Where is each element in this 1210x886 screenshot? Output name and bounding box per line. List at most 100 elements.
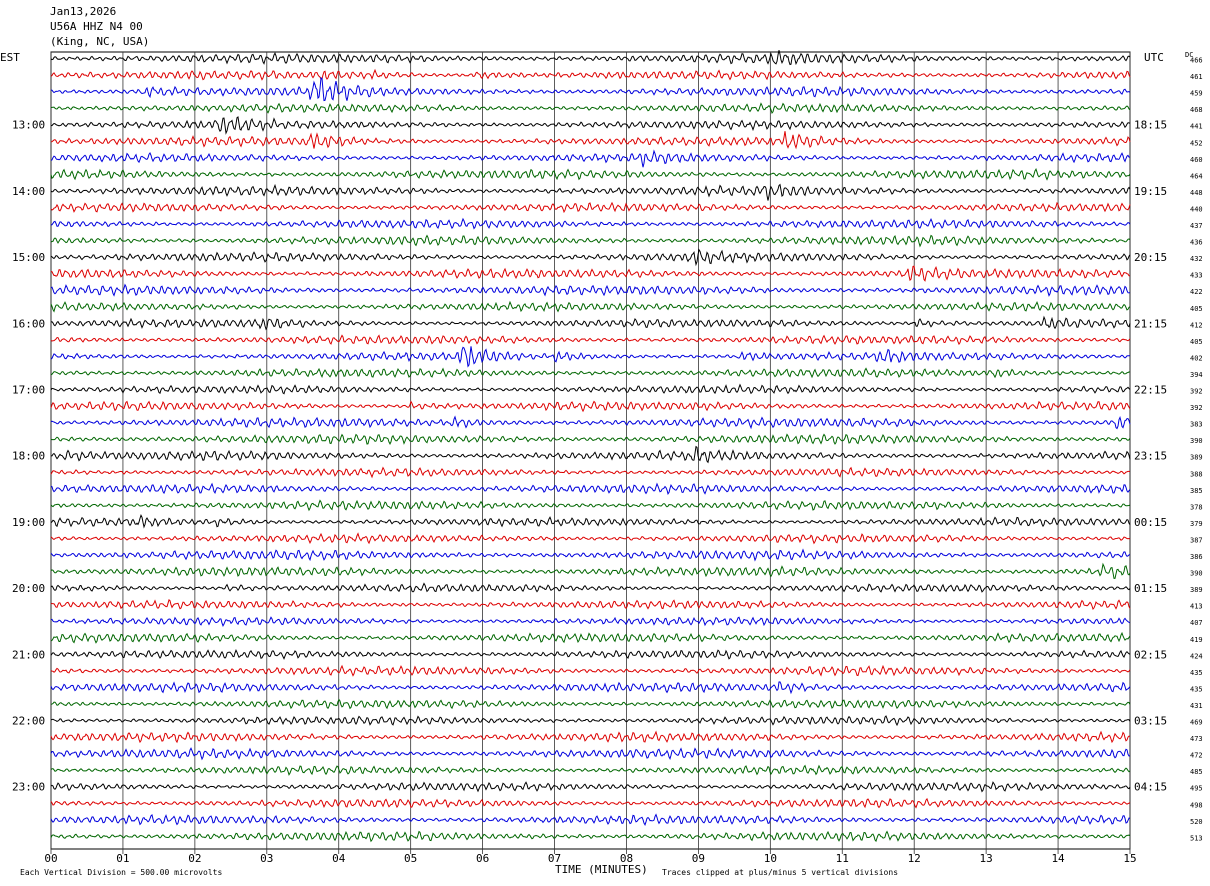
right-hour-label: 04:15 bbox=[1134, 781, 1167, 794]
trace-line bbox=[50, 747, 1131, 761]
dc-offset-label: 407 bbox=[1190, 619, 1203, 627]
header-location: (King, NC, USA) bbox=[50, 35, 150, 48]
trace-line bbox=[50, 562, 1131, 579]
dc-offset-label: 513 bbox=[1190, 834, 1203, 842]
trace-line bbox=[50, 248, 1131, 267]
dc-offset-label: 389 bbox=[1190, 454, 1203, 462]
left-hour-label: 16:00 bbox=[12, 317, 45, 330]
trace-line bbox=[50, 346, 1131, 368]
trace-line bbox=[50, 183, 1131, 201]
axis-labels: 00 01 02 03 04 05 06 07 08 09 10 11 12 13 14 15 466 461 45… bbox=[12, 57, 1203, 866]
x-tick-label: 04 bbox=[332, 852, 346, 865]
plot-frame bbox=[50, 51, 1131, 850]
dc-offset-label: 520 bbox=[1190, 818, 1203, 826]
x-tick-label: 10 bbox=[764, 852, 777, 865]
trace-line bbox=[50, 616, 1131, 627]
trace-line bbox=[50, 664, 1131, 677]
x-tick-label: 12 bbox=[908, 852, 921, 865]
trace-line bbox=[50, 781, 1131, 793]
trace-line bbox=[50, 631, 1131, 644]
left-hour-label: 19:00 bbox=[12, 516, 45, 529]
left-hour-label: 20:00 bbox=[12, 582, 45, 595]
scale-note: Each Vertical Division = 500.00 microvol… bbox=[20, 868, 222, 877]
dc-offset-label: 385 bbox=[1190, 487, 1203, 495]
dc-offset-label: 461 bbox=[1190, 73, 1203, 81]
dc-offset-label: 378 bbox=[1190, 503, 1203, 511]
x-tick-label: 02 bbox=[188, 852, 201, 865]
dc-offset-label: 419 bbox=[1190, 636, 1203, 644]
right-hour-label: 23:15 bbox=[1134, 450, 1167, 463]
x-tick-label: 00 bbox=[44, 852, 57, 865]
left-hour-label: 18:00 bbox=[12, 450, 45, 463]
dc-offset-label: 422 bbox=[1190, 288, 1203, 296]
dc-offset-label: 412 bbox=[1190, 321, 1203, 329]
right-hour-label: 20:15 bbox=[1134, 251, 1167, 264]
dc-offset-label: 468 bbox=[1190, 106, 1203, 114]
trace-line bbox=[50, 149, 1130, 168]
trace-line bbox=[50, 168, 1131, 181]
trace-line bbox=[50, 433, 1131, 446]
dc-offset-label: 469 bbox=[1190, 719, 1203, 727]
right-hour-label: 00:15 bbox=[1134, 516, 1167, 529]
dc-header: DC bbox=[1185, 51, 1193, 59]
trace-line bbox=[50, 730, 1131, 744]
trace-line bbox=[50, 582, 1131, 593]
dc-offset-label: 392 bbox=[1190, 404, 1203, 412]
trace-line bbox=[51, 445, 1131, 464]
dc-offset-label: 388 bbox=[1190, 470, 1203, 478]
trace-line bbox=[50, 698, 1131, 710]
dc-offset-label: 390 bbox=[1190, 570, 1203, 578]
trace-line bbox=[50, 830, 1131, 843]
clip-note: Traces clipped at plus/minus 5 vertical … bbox=[662, 868, 898, 877]
trace-line bbox=[50, 499, 1131, 512]
left-hour-label: 14:00 bbox=[12, 185, 45, 198]
trace-line bbox=[50, 300, 1131, 313]
dc-offset-label: 464 bbox=[1190, 172, 1203, 180]
trace-line bbox=[50, 234, 1131, 248]
seismic-traces bbox=[50, 50, 1131, 843]
header-station: U56A HHZ N4 00 bbox=[50, 20, 143, 33]
trace-line bbox=[50, 201, 1131, 214]
right-hour-label: 01:15 bbox=[1134, 582, 1167, 595]
trace-line bbox=[50, 482, 1131, 495]
dc-offset-label: 466 bbox=[1190, 57, 1203, 65]
dc-offset-label: 435 bbox=[1190, 685, 1203, 693]
dc-offset-label: 473 bbox=[1190, 735, 1203, 743]
trace-line bbox=[50, 383, 1131, 395]
x-tick-label: 03 bbox=[260, 852, 273, 865]
x-tick-label: 09 bbox=[692, 852, 705, 865]
dc-offset-label: 405 bbox=[1190, 338, 1203, 346]
dc-offset-label: 448 bbox=[1190, 189, 1203, 197]
right-hour-label: 18:15 bbox=[1134, 119, 1167, 132]
trace-line bbox=[50, 813, 1131, 827]
left-hour-label: 21:00 bbox=[12, 648, 45, 661]
trace-line bbox=[50, 548, 1131, 562]
trace-line bbox=[50, 681, 1131, 695]
trace-line bbox=[50, 265, 1131, 282]
dc-offset-label: 485 bbox=[1190, 768, 1203, 776]
x-axis-title: TIME (MINUTES) bbox=[555, 863, 648, 876]
right-timezone-label: UTC bbox=[1144, 51, 1164, 64]
dc-offset-label: 390 bbox=[1190, 437, 1203, 445]
dc-offset-label: 435 bbox=[1190, 669, 1203, 677]
trace-line bbox=[50, 102, 1131, 115]
x-tick-label: 07 bbox=[548, 852, 561, 865]
trace-line bbox=[50, 283, 1131, 297]
left-hour-label: 17:00 bbox=[12, 384, 45, 397]
trace-line bbox=[50, 116, 1131, 135]
dc-offset-label: 441 bbox=[1190, 123, 1203, 131]
x-tick-label: 05 bbox=[404, 852, 417, 865]
x-tick-label: 08 bbox=[620, 852, 633, 865]
left-timezone-label: EST bbox=[0, 51, 20, 64]
dc-offset-label: 436 bbox=[1190, 239, 1203, 247]
dc-offset-label: 402 bbox=[1190, 354, 1203, 362]
trace-line bbox=[50, 532, 1131, 545]
right-hour-label: 22:15 bbox=[1134, 384, 1167, 397]
left-hour-label: 22:00 bbox=[12, 715, 45, 728]
trace-line bbox=[50, 50, 1131, 66]
trace-line bbox=[50, 217, 1131, 230]
trace-line bbox=[50, 599, 1131, 610]
dc-offset-label: 431 bbox=[1190, 702, 1203, 710]
dc-offset-label: 495 bbox=[1190, 785, 1203, 793]
